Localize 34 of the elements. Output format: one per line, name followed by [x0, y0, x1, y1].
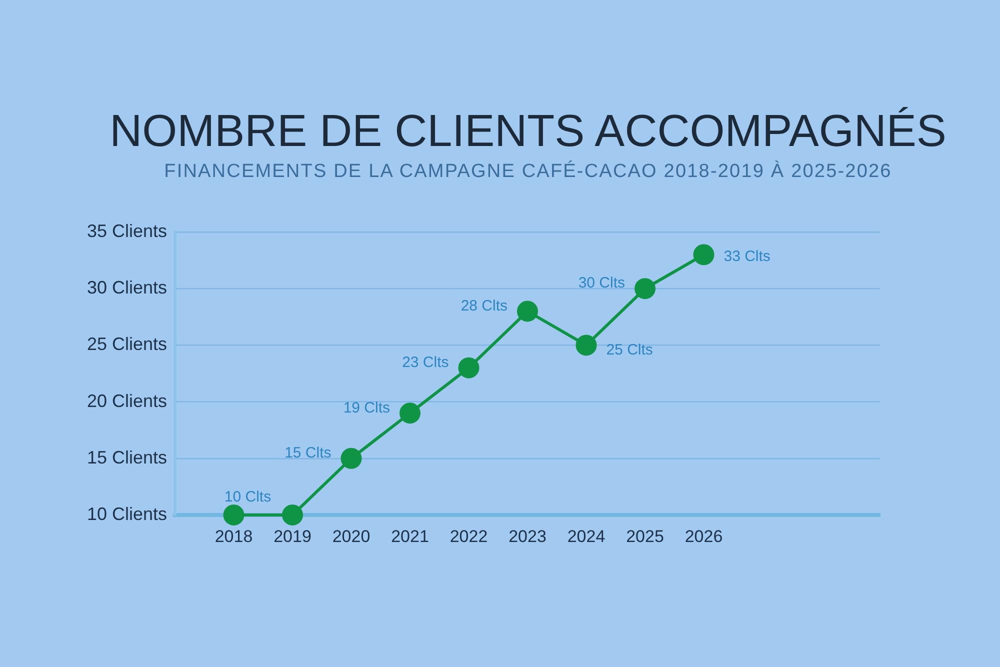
data-label: 10 Clts: [224, 488, 272, 506]
point: [458, 357, 480, 378]
x-tick-label: 2022: [450, 526, 488, 546]
data-label: 30 Clts: [578, 274, 625, 292]
x-tick-label: 2020: [332, 526, 370, 546]
data-label: 28 Clts: [460, 297, 508, 314]
x-tick-label: 2019: [274, 526, 312, 546]
x-tick-label: 2023: [508, 526, 546, 546]
point: [576, 334, 597, 356]
point: [282, 504, 303, 526]
y-tick-label: 35 Clients: [86, 220, 167, 241]
data-label: 23 Clts: [402, 354, 449, 371]
y-tick-label: 15 Clients: [86, 447, 167, 468]
point: [634, 278, 656, 300]
x-tick-label: 2024: [567, 526, 606, 546]
data-label: 19 Clts: [343, 399, 390, 416]
y-tick-label: 10 Clients: [86, 504, 167, 524]
y-tick-label: 30 Clients: [86, 278, 167, 298]
chart-subtitle: FINANCEMENTS DE LA CAMPAGNE CAFÉ-CACAO 2018-2019 À 2025-2026: [164, 160, 892, 184]
data-label: 33 Clts: [724, 248, 770, 265]
y-tick-label: 20 Clients: [86, 390, 167, 411]
x-tick-label: 2021: [391, 526, 429, 546]
x-tick-label: 2025: [626, 526, 664, 546]
point: [517, 300, 538, 322]
point: [693, 244, 714, 266]
y-tick-label: 25 Clients: [86, 334, 167, 354]
data-label: 25 Clts: [606, 341, 653, 358]
x-tick-label: 2026: [684, 526, 723, 546]
x-tick-label: 2018: [214, 526, 253, 546]
data-label: 15 Clts: [284, 444, 332, 462]
point: [223, 504, 244, 526]
point: [340, 448, 362, 469]
chart-title: NOMBRE DE CLIENTS ACCOMPAGNÉS: [110, 104, 946, 158]
point: [400, 402, 420, 424]
